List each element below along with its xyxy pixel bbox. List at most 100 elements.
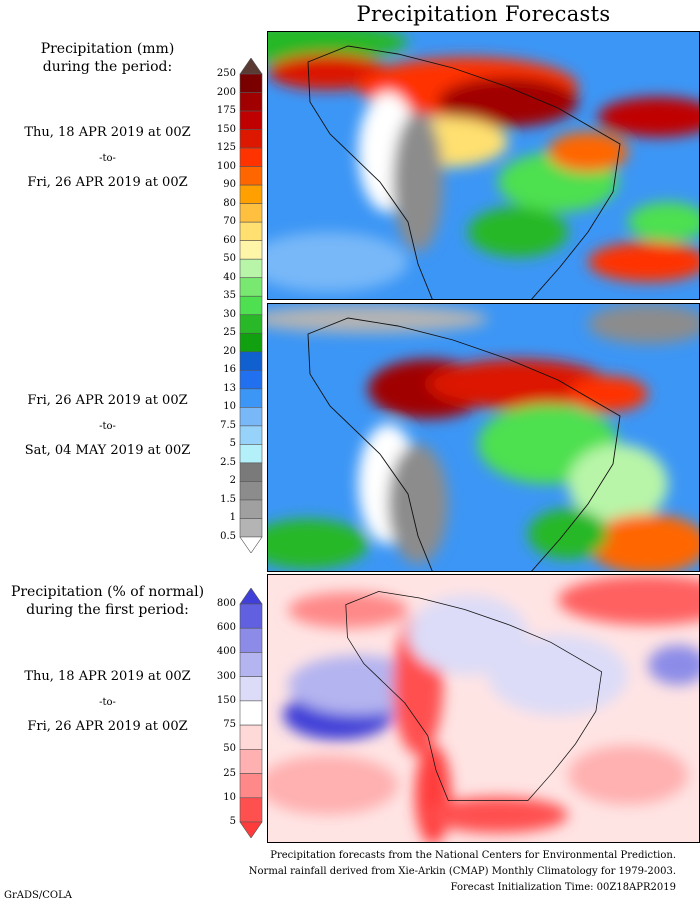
colorbar-box — [239, 221, 263, 241]
colorbar-box — [239, 518, 263, 538]
colorbar-bottom-arrow — [239, 821, 263, 838]
precip-region — [438, 77, 578, 127]
footer-notes: Precipitation forecasts from the Nationa… — [249, 848, 676, 896]
colorbar-tick-label: 10 — [223, 401, 236, 413]
header-line: during the first period: — [26, 602, 189, 618]
coastline — [307, 317, 621, 571]
colorbar-box — [239, 407, 263, 427]
colorbar-box — [239, 388, 263, 408]
precip-map-period1 — [267, 31, 700, 300]
period2-sep: -to- — [99, 421, 116, 432]
period1-end: Fri, 26 APR 2019 at 00Z — [27, 175, 188, 190]
precip-region — [588, 514, 699, 571]
precip-region — [598, 97, 699, 137]
colorbar-tick-label: 200 — [216, 86, 236, 98]
percent-normal-map — [267, 574, 700, 843]
colorbar-tick-label: 80 — [223, 197, 236, 209]
colorbar-tick-label: 50 — [223, 253, 236, 265]
colorbar-tick-label: 25 — [223, 767, 236, 779]
colorbar-tick-label: 1 — [229, 512, 236, 524]
colorbar-tick-label: 30 — [223, 308, 236, 320]
precip-region — [488, 635, 628, 715]
colorbar-box — [239, 277, 263, 297]
footer-line: Forecast Initialization Time: 00Z18APR20… — [450, 882, 676, 893]
colorbar-box — [239, 462, 263, 482]
colorbar-box — [239, 110, 263, 130]
colorbar-tick-label: 100 — [216, 160, 236, 172]
colorbar-tick-label: 10 — [223, 791, 236, 803]
precip-region — [268, 755, 398, 815]
period3-start: Thu, 18 APR 2019 at 00Z — [24, 669, 191, 684]
precip-region — [568, 745, 688, 805]
colorbar-tick-label: 13 — [223, 382, 236, 394]
colorbar-box — [239, 481, 263, 501]
colorbar-box — [239, 627, 263, 653]
colorbar-tick-label: 125 — [216, 142, 236, 154]
colorbar-box — [239, 129, 263, 149]
precip-region — [568, 444, 668, 524]
period3-sep: -to- — [99, 697, 116, 708]
colorbar-box — [239, 652, 263, 677]
colorbar-box — [239, 147, 263, 167]
colorbar-tick-label: 35 — [223, 290, 236, 302]
colorbar-top-arrow — [239, 588, 263, 605]
colorbar-tick-label: 150 — [216, 694, 236, 706]
colorbar-box — [239, 92, 263, 112]
credit: GrADS/COLA — [4, 890, 72, 901]
colorbar-tick-label: 600 — [216, 622, 236, 634]
period1-start: Thu, 18 APR 2019 at 00Z — [24, 125, 191, 140]
precip-region — [428, 359, 608, 409]
colorbar-box — [239, 444, 263, 464]
colorbar-tick-label: 50 — [223, 743, 236, 755]
precip-region — [268, 305, 488, 333]
colorbar-tick-label: 7.5 — [220, 419, 236, 431]
precip-region — [558, 575, 699, 625]
colorbar-box — [239, 700, 263, 726]
precip-region — [588, 304, 699, 344]
colorbar-box — [239, 773, 263, 799]
colorbar-box — [239, 166, 263, 186]
colorbar-box — [239, 258, 263, 279]
precip-region — [428, 797, 568, 833]
precip-region — [268, 54, 388, 90]
colorbar-box — [239, 370, 263, 390]
section1-header: Precipitation (mm) during the period: — [0, 40, 215, 76]
colorbar-box — [239, 73, 263, 93]
header-line: during the period: — [42, 59, 173, 75]
precip-region — [528, 509, 608, 559]
colorbar-tick-label: 16 — [223, 364, 236, 376]
colorbar-bottom-arrow — [239, 536, 263, 553]
colorbar-tick-label: 400 — [216, 646, 236, 658]
colorbar-box — [239, 499, 263, 519]
colorbar-tick-label: 25 — [223, 327, 236, 339]
colorbar-tick-label: 5 — [229, 816, 236, 827]
colorbar-tick-label: 175 — [216, 105, 236, 117]
colorbar-tick-label: 75 — [223, 719, 236, 731]
colorbar-box — [239, 749, 263, 774]
colorbar-box — [239, 676, 263, 702]
precip-region — [468, 207, 568, 257]
colorbar-tick-label: 20 — [223, 345, 236, 357]
precip-region — [393, 112, 443, 252]
precip-region — [268, 519, 368, 569]
colorbar-box — [239, 797, 263, 823]
precip-region — [628, 202, 699, 242]
period3-end: Fri, 26 APR 2019 at 00Z — [27, 719, 188, 734]
header-line: Precipitation (% of normal) — [10, 584, 205, 600]
colorbar-box — [239, 240, 263, 260]
header-line: Precipitation (mm) — [40, 41, 175, 57]
colorbar-tick-label: 60 — [223, 234, 236, 246]
colorbar-box — [239, 724, 263, 750]
footer-line: Normal rainfall derived from Xie-Arkin (… — [248, 866, 676, 877]
colorbar-tick-label: 250 — [216, 68, 236, 79]
colorbar-box — [239, 203, 263, 223]
precip-region — [268, 32, 408, 62]
precip-colorbar — [239, 58, 263, 553]
precip-region — [548, 132, 628, 172]
colorbar-top-arrow — [239, 58, 263, 75]
colorbar-box — [239, 184, 263, 204]
colorbar-tick-label: 800 — [216, 598, 236, 609]
precip-region — [588, 242, 699, 282]
colorbar-tick-label: 150 — [216, 123, 236, 135]
precip-region — [568, 376, 648, 412]
